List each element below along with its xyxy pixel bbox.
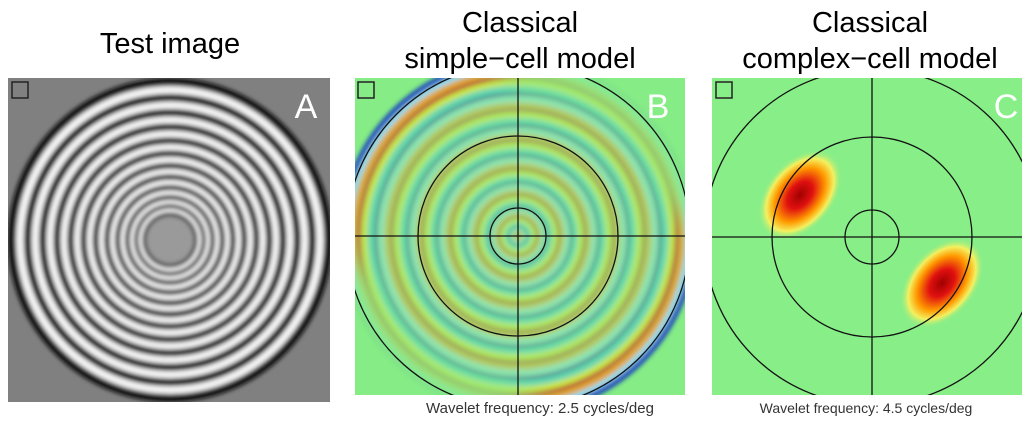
panel-title: Test image [100,28,240,60]
panel-caption: Wavelet frequency: 2.5 cycles/deg [426,400,654,417]
panel-letter: B [647,88,670,126]
simple-cell-image [355,78,685,395]
panel-title: Classical [462,7,578,39]
test-image [8,78,330,402]
scale-box [357,81,375,99]
ring [146,216,194,264]
panel-caption: Wavelet frequency: 4.5 cycles/deg [760,400,973,416]
panel-title: complex−cell model [742,43,997,75]
panel-title: Classical [812,7,928,39]
scale-box [11,81,29,99]
panel-letter: C [994,88,1019,126]
panel-letter: A [295,88,318,126]
panel-title: simple−cell model [404,43,635,75]
scale-box [715,81,733,99]
complex-cell-image [712,78,1022,395]
